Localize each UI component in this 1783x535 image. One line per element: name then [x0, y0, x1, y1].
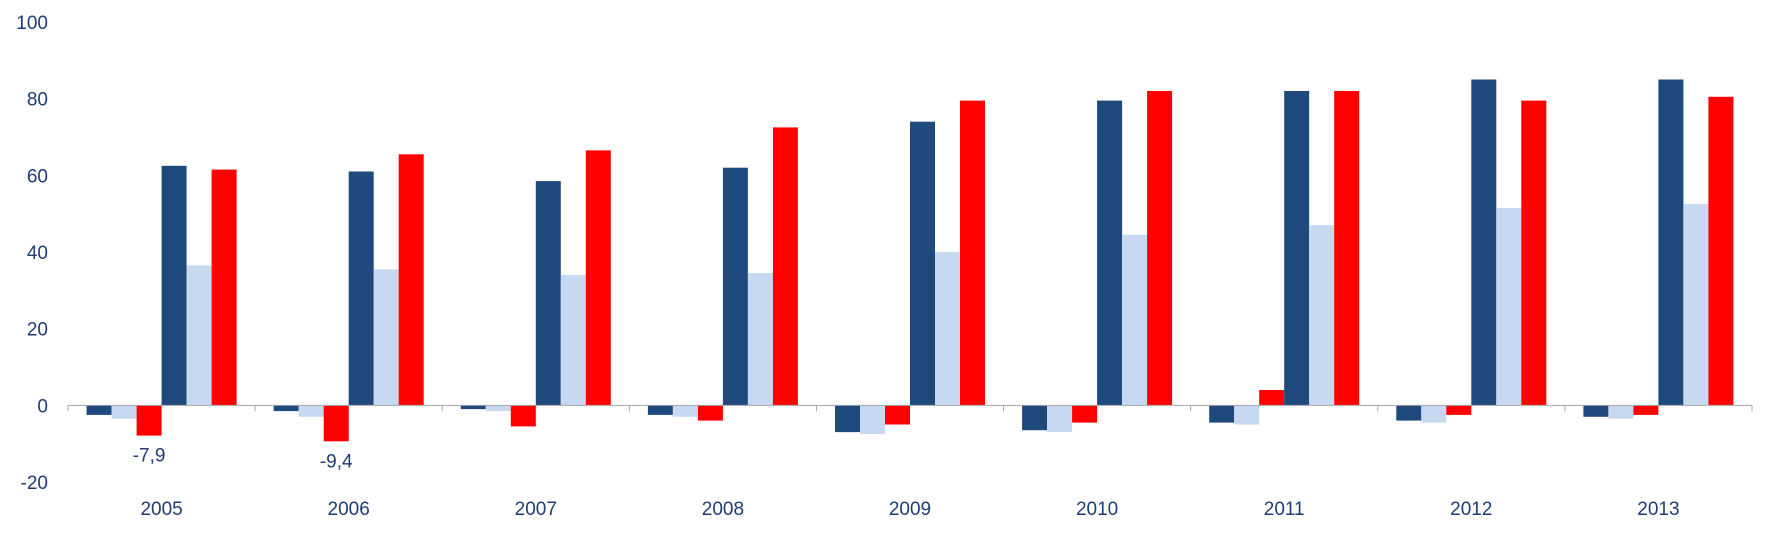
y-tick-label: 100 [16, 13, 48, 34]
bar-2009-series-6 [960, 100, 985, 406]
y-tick-label: 80 [27, 90, 48, 111]
x-tick-label: 2007 [515, 499, 557, 520]
bar-2012-series-3 [1446, 405, 1472, 415]
bar-2005-series-5 [186, 265, 212, 406]
bar-2010-series-2 [1047, 405, 1073, 433]
x-tick-label: 2012 [1450, 499, 1492, 520]
bar-2009-series-5 [935, 252, 960, 406]
bar-2011-series-5 [1309, 225, 1335, 406]
bar-2010-series-5 [1122, 234, 1148, 406]
bar-2013-series-3 [1633, 405, 1659, 415]
bar-2010-series-4 [1097, 100, 1123, 406]
x-tick-label: 2010 [1076, 499, 1118, 520]
bar-2010-series-1 [1022, 405, 1048, 431]
bar-2005-series-2 [111, 405, 137, 419]
x-axis-tick-marks [67, 405, 1753, 412]
x-tick-label: 2005 [140, 499, 182, 520]
bar-2013-series-1 [1583, 405, 1609, 417]
data-label: -9,4 [320, 451, 353, 472]
bar-2006-series-1 [273, 405, 299, 412]
bar-2007-series-3 [510, 405, 536, 427]
bar-2008-series-4 [722, 167, 748, 406]
bar-2013-series-4 [1658, 79, 1684, 406]
bar-2008-series-5 [747, 273, 773, 406]
bar-2005-series-6 [211, 169, 237, 406]
x-axis-ticks: 2005 2006 2007 2008 2009 2010 2011 2012 2013 [140, 499, 1679, 520]
bar-2005-series-3 [136, 405, 162, 436]
bar-2011-series-1 [1209, 405, 1235, 423]
bar-2008-series-3 [697, 405, 723, 421]
x-tick-label: 2008 [702, 499, 744, 520]
data-labels: -7,9 -9,4 [133, 446, 353, 473]
y-tick-label: 60 [27, 166, 48, 187]
bar-2012-series-4 [1471, 79, 1497, 406]
x-tick-label: 2011 [1264, 499, 1305, 520]
y-axis-ticks: -20 0 20 40 60 80 100 [16, 13, 48, 494]
bar-2009-series-2 [860, 405, 885, 435]
bar-2008-series-1 [647, 405, 673, 415]
bar-2010-series-3 [1072, 405, 1098, 423]
bar-2012-series-5 [1496, 207, 1522, 406]
bar-2009-series-3 [885, 405, 910, 425]
bar-2010-series-6 [1147, 91, 1173, 406]
y-tick-label: 20 [27, 320, 48, 341]
bar-2012-series-6 [1521, 100, 1547, 406]
bar-2011-series-6 [1334, 91, 1360, 406]
bar-2013-series-6 [1708, 96, 1734, 406]
bar-2005-series-1 [86, 405, 112, 415]
bar-2011-series-2 [1234, 405, 1260, 425]
bar-2006-series-4 [348, 171, 374, 406]
bar-2011-series-3 [1259, 390, 1285, 406]
data-label: -7,9 [133, 446, 166, 467]
bar-2005-series-4 [161, 165, 187, 406]
bar-2007-series-4 [535, 181, 561, 406]
bar-2006-series-3 [323, 405, 349, 442]
bar-2006-series-5 [373, 269, 399, 406]
bar-2007-series-2 [485, 405, 511, 412]
bar-2012-series-1 [1396, 405, 1422, 421]
bar-2007-series-5 [560, 275, 586, 406]
x-tick-label: 2006 [328, 499, 370, 520]
bar-2009-series-1 [835, 405, 860, 433]
y-tick-label: 0 [37, 396, 48, 417]
bar-2006-series-2 [298, 405, 324, 417]
y-tick-label: -20 [21, 473, 48, 494]
bar-2011-series-4 [1284, 91, 1310, 406]
x-tick-label: 2009 [889, 499, 931, 520]
bar-2013-series-2 [1608, 405, 1634, 419]
bar-2008-series-6 [772, 127, 798, 406]
bar-2007-series-1 [460, 405, 486, 410]
bar-2013-series-5 [1683, 204, 1709, 406]
bar-2012-series-2 [1421, 405, 1447, 423]
bars-group [86, 79, 1734, 442]
bar-2009-series-4 [910, 121, 935, 406]
bar-2008-series-2 [672, 405, 698, 417]
bar-2006-series-6 [398, 154, 424, 406]
x-tick-label: 2013 [1637, 499, 1679, 520]
y-tick-label: 40 [27, 243, 48, 264]
bar-2007-series-6 [585, 150, 611, 406]
